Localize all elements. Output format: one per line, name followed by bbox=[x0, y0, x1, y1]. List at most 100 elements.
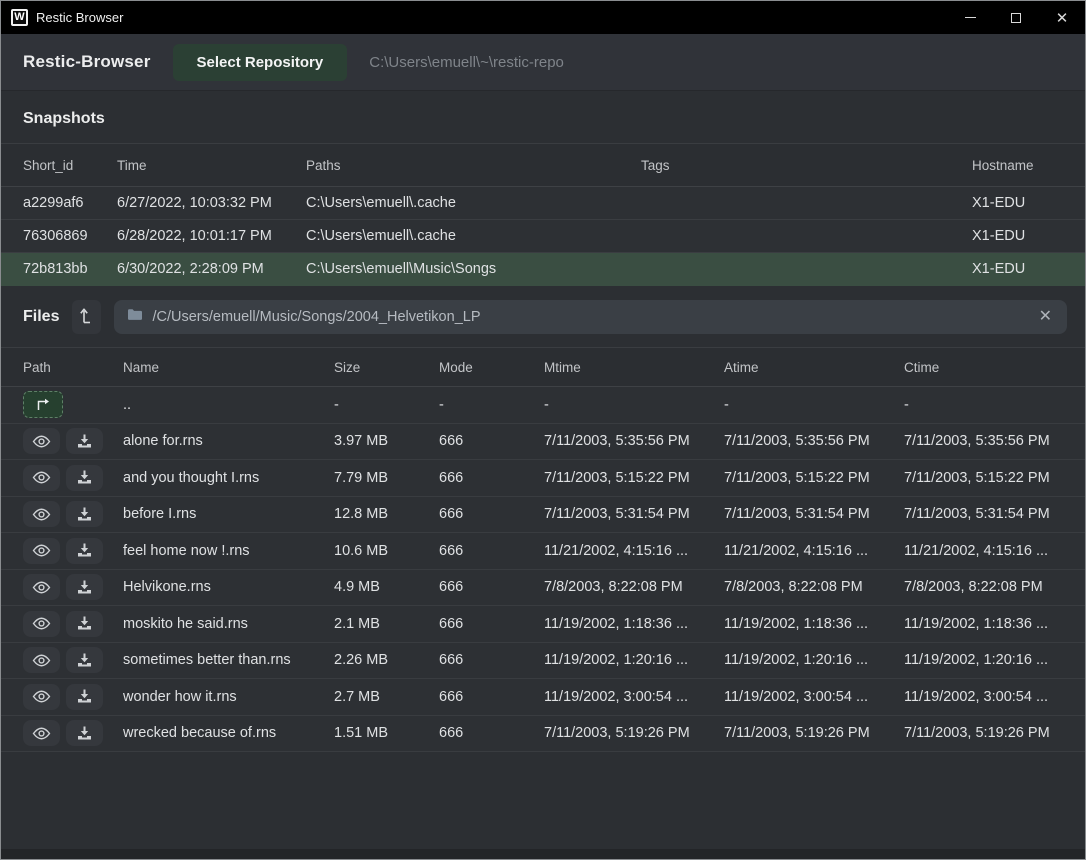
file-size: 10.6 MB bbox=[334, 543, 439, 559]
titlebar: W Restic Browser ✕ bbox=[1, 1, 1085, 34]
preview-file-button[interactable] bbox=[23, 501, 60, 527]
restore-file-button[interactable] bbox=[66, 647, 103, 673]
file-mtime: 7/11/2003, 5:35:56 PM bbox=[544, 433, 724, 449]
file-row: feel home now !.rns 10.6 MB 666 11/21/20… bbox=[1, 533, 1085, 570]
file-mode: 666 bbox=[439, 725, 544, 741]
maximize-icon bbox=[1011, 13, 1021, 23]
main-content: Snapshots Short_id Time Paths Tags Hostn… bbox=[1, 91, 1085, 849]
download-icon bbox=[77, 434, 92, 449]
close-button[interactable]: ✕ bbox=[1039, 1, 1085, 34]
preview-file-button[interactable] bbox=[23, 574, 60, 600]
eye-icon bbox=[32, 727, 51, 740]
download-icon bbox=[77, 616, 92, 631]
snapshot-hostname: X1-EDU bbox=[972, 261, 1063, 277]
preview-file-button[interactable] bbox=[23, 465, 60, 491]
download-icon bbox=[77, 470, 92, 485]
restore-file-button[interactable] bbox=[66, 611, 103, 637]
file-mode: 666 bbox=[439, 616, 544, 632]
download-icon bbox=[77, 507, 92, 522]
file-mtime: - bbox=[544, 397, 724, 413]
snapshot-row[interactable]: 76306869 6/28/2022, 10:01:17 PM C:\Users… bbox=[1, 220, 1085, 253]
parent-directory-arrow-icon bbox=[35, 398, 52, 411]
select-repository-button[interactable]: Select Repository bbox=[173, 44, 348, 81]
file-name: before I.rns bbox=[123, 506, 334, 522]
restore-file-button[interactable] bbox=[66, 684, 103, 710]
repository-path: C:\Users\emuell\~\restic-repo bbox=[369, 54, 564, 71]
file-mtime: 11/21/2002, 4:15:16 ... bbox=[544, 543, 724, 559]
restore-file-button[interactable] bbox=[66, 538, 103, 564]
empty-area bbox=[1, 752, 1085, 849]
file-name: moskito he said.rns bbox=[123, 616, 334, 632]
file-atime: 11/19/2002, 1:18:36 ... bbox=[724, 616, 904, 632]
file-row: and you thought I.rns 7.79 MB 666 7/11/2… bbox=[1, 460, 1085, 497]
restore-file-button[interactable] bbox=[66, 465, 103, 491]
file-mode: 666 bbox=[439, 543, 544, 559]
col-mode: Mode bbox=[439, 360, 544, 375]
app-header: Restic-Browser Select Repository C:\User… bbox=[1, 34, 1085, 91]
file-ctime: - bbox=[904, 397, 1063, 413]
file-mode: - bbox=[439, 397, 544, 413]
file-size: 7.79 MB bbox=[334, 470, 439, 486]
download-icon bbox=[77, 726, 92, 741]
restore-file-button[interactable] bbox=[66, 720, 103, 746]
snapshot-short-id: 72b813bb bbox=[23, 261, 117, 277]
clear-path-button[interactable]: ✕ bbox=[1037, 309, 1054, 325]
restore-file-button[interactable] bbox=[66, 428, 103, 454]
snapshot-short-id: 76306869 bbox=[23, 228, 117, 244]
app-window: W Restic Browser ✕ Restic-Browser Select… bbox=[0, 0, 1086, 860]
file-mode: 666 bbox=[439, 433, 544, 449]
snapshots-table-header: Short_id Time Paths Tags Hostname bbox=[1, 143, 1085, 187]
file-size: 12.8 MB bbox=[334, 506, 439, 522]
eye-icon bbox=[32, 617, 51, 630]
current-path-input[interactable]: /C/Users/emuell/Music/Songs/2004_Helveti… bbox=[114, 300, 1067, 334]
snapshot-row-selected[interactable]: 72b813bb 6/30/2022, 2:28:09 PM C:\Users\… bbox=[1, 253, 1085, 286]
file-row: moskito he said.rns 2.1 MB 666 11/19/200… bbox=[1, 606, 1085, 643]
eye-icon bbox=[32, 544, 51, 557]
folder-icon bbox=[127, 308, 143, 326]
snapshot-row[interactable]: a2299af6 6/27/2022, 10:03:32 PM C:\Users… bbox=[1, 187, 1085, 220]
preview-file-button[interactable] bbox=[23, 684, 60, 710]
file-ctime: 11/19/2002, 3:00:54 ... bbox=[904, 689, 1063, 705]
snapshot-short-id: a2299af6 bbox=[23, 195, 117, 211]
restore-file-button[interactable] bbox=[66, 501, 103, 527]
preview-file-button[interactable] bbox=[23, 611, 60, 637]
snapshot-paths: C:\Users\emuell\.cache bbox=[306, 195, 641, 211]
preview-file-button[interactable] bbox=[23, 538, 60, 564]
col-ctime: Ctime bbox=[904, 360, 1063, 375]
preview-file-button[interactable] bbox=[23, 647, 60, 673]
file-mode: 666 bbox=[439, 579, 544, 595]
file-ctime: 11/21/2002, 4:15:16 ... bbox=[904, 543, 1063, 559]
file-ctime: 11/19/2002, 1:18:36 ... bbox=[904, 616, 1063, 632]
file-atime: - bbox=[724, 397, 904, 413]
eye-icon bbox=[32, 508, 51, 521]
restore-file-button[interactable] bbox=[66, 574, 103, 600]
preview-file-button[interactable] bbox=[23, 720, 60, 746]
minimize-icon bbox=[965, 17, 976, 18]
go-to-root-button[interactable] bbox=[72, 300, 101, 334]
file-name: .. bbox=[123, 397, 334, 413]
file-ctime: 11/19/2002, 1:20:16 ... bbox=[904, 652, 1063, 668]
minimize-button[interactable] bbox=[947, 1, 993, 34]
close-icon: ✕ bbox=[1056, 9, 1069, 27]
snapshot-hostname: X1-EDU bbox=[972, 195, 1063, 211]
snapshot-time: 6/28/2022, 10:01:17 PM bbox=[117, 228, 306, 244]
file-ctime: 7/11/2003, 5:35:56 PM bbox=[904, 433, 1063, 449]
file-row: wonder how it.rns 2.7 MB 666 11/19/2002,… bbox=[1, 679, 1085, 716]
file-mtime: 11/19/2002, 1:20:16 ... bbox=[544, 652, 724, 668]
snapshot-hostname: X1-EDU bbox=[972, 228, 1063, 244]
download-icon bbox=[77, 543, 92, 558]
file-mtime: 7/11/2003, 5:31:54 PM bbox=[544, 506, 724, 522]
col-name: Name bbox=[123, 360, 334, 375]
eye-icon bbox=[32, 654, 51, 667]
app-title: Restic-Browser bbox=[23, 52, 151, 72]
maximize-button[interactable] bbox=[993, 1, 1039, 34]
file-name: wonder how it.rns bbox=[123, 689, 334, 705]
file-size: 2.7 MB bbox=[334, 689, 439, 705]
go-up-directory-button[interactable] bbox=[23, 391, 63, 418]
snapshots-section-title: Snapshots bbox=[1, 91, 1085, 143]
preview-file-button[interactable] bbox=[23, 428, 60, 454]
col-hostname: Hostname bbox=[972, 158, 1063, 173]
col-path: Path bbox=[23, 360, 123, 375]
col-tags: Tags bbox=[641, 158, 972, 173]
window-controls: ✕ bbox=[947, 1, 1085, 34]
